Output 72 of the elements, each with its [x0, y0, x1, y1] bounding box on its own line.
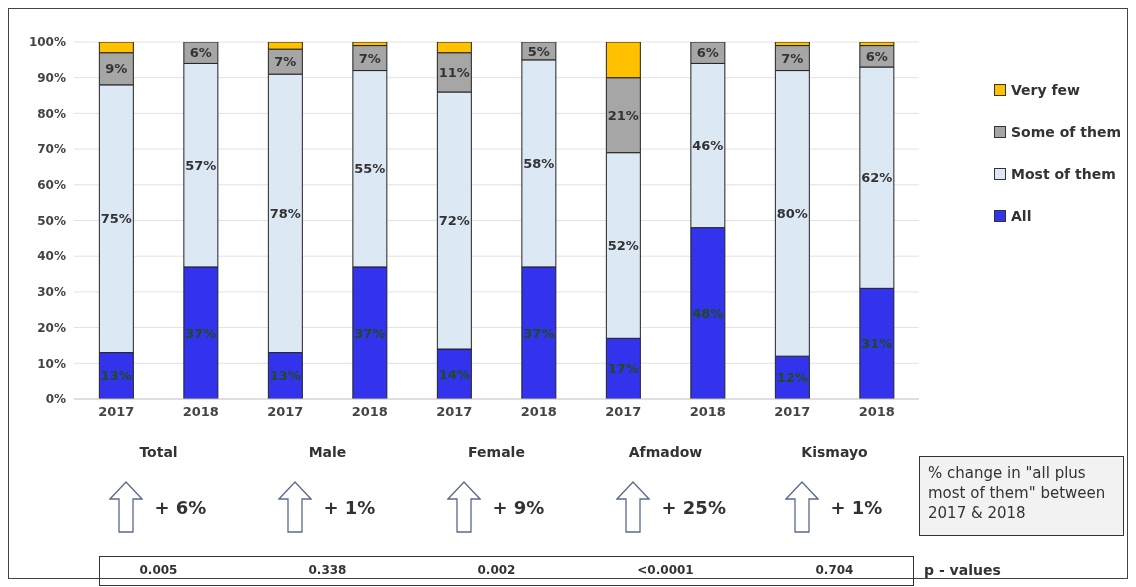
data-label: 80%: [776, 205, 808, 221]
x-tick-label: 2017: [605, 404, 642, 420]
data-label: 6%: [189, 45, 212, 61]
data-label: 13%: [100, 368, 132, 384]
data-label: 37%: [523, 325, 555, 341]
data-label: 37%: [185, 325, 217, 341]
data-label: 31%: [861, 336, 893, 352]
data-label: 55%: [354, 161, 386, 177]
text: Total: [138, 444, 179, 460]
text: % change in "all plus most of them" between 2017 & 2018: [919, 456, 1124, 536]
data-label: 75%: [100, 211, 132, 227]
data-label: 17%: [607, 361, 639, 377]
x-tick-label: 2018: [182, 404, 219, 420]
text: Male: [307, 444, 348, 460]
x-tick-label: 2017: [774, 404, 811, 420]
data-label: 6%: [696, 45, 719, 61]
data-label: 6%: [865, 48, 888, 64]
data-label: 9%: [105, 61, 128, 77]
y-tick-label: 40%: [37, 249, 66, 264]
data-label: 12%: [776, 370, 808, 386]
data-label: 57%: [185, 157, 217, 173]
data-label: 62%: [861, 170, 893, 186]
data-label: 13%: [269, 368, 301, 384]
y-tick-label: 60%: [37, 178, 66, 193]
text: 0.704: [814, 563, 855, 577]
legend-label: All: [1011, 208, 1032, 224]
y-tick-label: 0%: [45, 392, 66, 407]
text: <0.0001: [636, 563, 695, 577]
text: + 25%: [661, 496, 726, 518]
y-tick-label: 70%: [37, 142, 66, 157]
x-tick-label: 2018: [689, 404, 726, 420]
x-tick-label: 2017: [98, 404, 135, 420]
y-tick-label: 20%: [37, 320, 66, 335]
data-label: 7%: [781, 50, 804, 66]
data-label: 46%: [692, 138, 724, 154]
text: + 9%: [492, 496, 545, 518]
text: 0.338: [307, 563, 348, 577]
x-tick-label: 2017: [267, 404, 304, 420]
y-tick-label: 50%: [37, 213, 66, 228]
x-tick-label: 2018: [520, 404, 557, 420]
legend-label: Very few: [1011, 82, 1080, 98]
text: Kismayo: [800, 444, 869, 460]
y-tick-label: 10%: [37, 356, 66, 371]
text: Female: [467, 444, 526, 460]
text: + 1%: [323, 496, 376, 518]
x-tick-label: 2017: [436, 404, 473, 420]
text: + 6%: [154, 496, 207, 518]
x-tick-label: 2018: [858, 404, 895, 420]
text: p - values: [924, 562, 1001, 578]
data-label: 21%: [607, 107, 639, 123]
data-label: 72%: [438, 213, 470, 229]
data-label: 58%: [523, 156, 555, 171]
text: + 1%: [830, 496, 883, 518]
data-label: 11%: [438, 64, 470, 80]
y-tick-label: 80%: [37, 106, 66, 121]
text: 0.005: [138, 563, 179, 577]
text: 0.002: [476, 563, 517, 577]
data-label: 48%: [692, 305, 724, 321]
legend-label: Most of them: [1011, 166, 1116, 182]
data-label: 5%: [527, 43, 550, 59]
data-label: 52%: [607, 238, 639, 254]
text: Afmadow: [627, 444, 704, 460]
legend-label: Some of them: [1011, 124, 1121, 140]
data-label: 7%: [274, 54, 297, 70]
y-tick-label: 30%: [37, 285, 66, 300]
x-tick-label: 2018: [351, 404, 388, 420]
data-label: 78%: [269, 205, 301, 221]
data-label: 14%: [438, 366, 470, 382]
data-label: 37%: [354, 325, 386, 341]
y-tick-label: 90%: [37, 70, 66, 85]
y-tick-label: 100%: [28, 35, 66, 50]
data-label: 7%: [358, 50, 381, 66]
